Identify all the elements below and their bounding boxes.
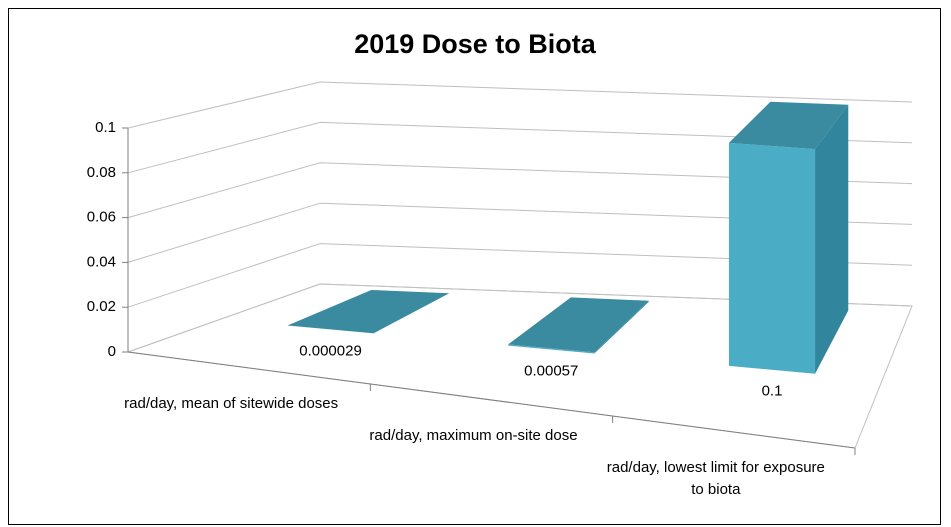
value-label: 0.00057 [524, 363, 578, 380]
x-tick-label: rad/day, maximum on-site dose [369, 427, 578, 444]
x-tick-label: rad/day, mean of sitewide doses [124, 395, 339, 412]
grid-line [127, 243, 913, 308]
grid-line [127, 283, 913, 353]
bar-side [594, 300, 649, 354]
bar [287, 289, 450, 334]
y-tick-label: 0.08 [87, 164, 116, 181]
bar-front [508, 344, 595, 354]
bar-top [728, 101, 849, 150]
bar-side [815, 104, 849, 374]
bar-front [287, 325, 374, 334]
bar-top [287, 289, 450, 334]
grid-line [127, 162, 913, 219]
y-tick-label: 0.1 [95, 119, 116, 136]
y-tick-label: 0.02 [87, 298, 116, 315]
grid-line [127, 81, 913, 129]
bar [508, 297, 649, 354]
y-tick-label: 0.06 [87, 209, 116, 226]
bar-top [508, 297, 649, 353]
grid-line [127, 121, 913, 174]
value-label: 0.000029 [299, 342, 362, 359]
bar-front [728, 142, 816, 374]
y-tick-label: 0.04 [87, 253, 116, 270]
chart-title: 2019 Dose to Biota [354, 29, 597, 59]
value-label: 0.1 [762, 383, 783, 400]
grid-line [127, 202, 913, 263]
y-tick-label: 0 [108, 343, 116, 360]
bar-side [373, 293, 450, 334]
x-axis [127, 351, 856, 449]
x-tick-label: rad/day, lowest limit for exposure to bi… [606, 459, 825, 498]
bar [728, 101, 849, 374]
